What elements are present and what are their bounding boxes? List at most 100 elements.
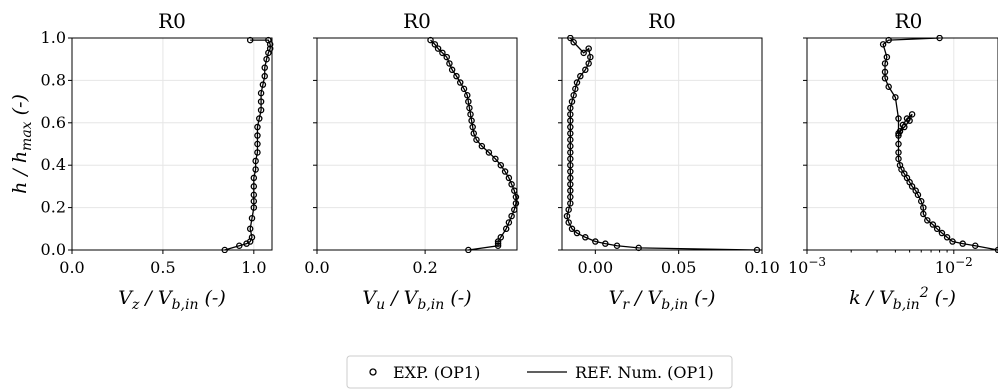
panel-title: R0	[648, 9, 676, 33]
data-point-exp	[434, 45, 442, 52]
data-point-exp	[908, 111, 916, 118]
data-point-exp	[895, 140, 902, 148]
data-point-exp	[565, 206, 572, 213]
panel-title: R0	[895, 9, 923, 33]
data-point-exp	[259, 81, 267, 88]
data-point-exp	[470, 130, 478, 137]
data-point-exp	[879, 41, 887, 48]
data-point-exp	[920, 210, 927, 218]
data-point-exp	[567, 181, 574, 188]
data-point-exp	[250, 191, 258, 199]
data-point-exp	[567, 174, 574, 182]
x-tick-label: 0.2	[412, 258, 437, 277]
data-point-exp	[572, 85, 579, 93]
data-point-exp	[505, 219, 513, 226]
data-point-exp	[257, 98, 265, 105]
data-point-exp	[456, 79, 464, 86]
series-line-ref-num	[430, 39, 517, 251]
data-point-exp	[478, 142, 486, 150]
data-point-exp	[446, 60, 453, 67]
data-point-exp	[567, 200, 574, 207]
plot-frame	[806, 37, 998, 251]
data-point-exp	[502, 225, 510, 233]
data-point-exp	[261, 72, 268, 80]
data-point-exp	[570, 38, 577, 46]
data-point-exp	[266, 45, 274, 52]
data-point-exp	[573, 229, 581, 237]
data-point-exp	[250, 197, 258, 205]
data-point-exp	[252, 157, 259, 165]
x-tick-label: 10−2	[935, 255, 973, 277]
y-tick-label: 0.0	[41, 240, 66, 259]
data-point-exp	[585, 60, 592, 67]
data-point-exp	[494, 242, 502, 250]
panel-title: R0	[403, 9, 431, 33]
x-tick-label: 0.10	[744, 258, 780, 277]
data-point-exp	[468, 117, 475, 124]
data-point-exp	[508, 181, 515, 188]
data-point-exp	[567, 111, 574, 118]
chart-panel-2: 0.0 0.2 R0 Vu / Vb,in (-)	[304, 9, 520, 313]
x-tick-label: 10−3	[788, 255, 826, 277]
data-point-exp	[248, 214, 256, 222]
data-point-exp	[613, 242, 621, 250]
panel-title: R0	[158, 9, 186, 33]
data-point-exp	[573, 79, 581, 86]
data-point-exp	[246, 225, 254, 233]
data-point-exp	[567, 187, 574, 194]
series-line-ref-num	[224, 39, 271, 251]
data-point-exp	[497, 161, 505, 169]
plot-frame	[561, 37, 763, 251]
y-axis-label: h / hmax (-)	[9, 94, 35, 194]
data-point-exp	[895, 130, 902, 137]
x-tick-label: 0.0	[304, 258, 329, 277]
data-point-exp	[892, 94, 899, 101]
data-point-exp	[582, 234, 589, 241]
data-point-exp	[473, 136, 480, 144]
data-point-exp	[896, 161, 904, 169]
data-point-exp	[250, 204, 258, 211]
data-point-exp	[895, 155, 902, 163]
data-point-exp	[585, 45, 592, 52]
data-point-exp	[568, 225, 576, 233]
data-point-exp	[439, 49, 446, 57]
data-point-exp	[901, 170, 908, 177]
data-point-exp	[959, 240, 966, 247]
data-point-exp	[248, 234, 256, 241]
data-point-exp	[469, 123, 476, 131]
data-point-exp	[881, 75, 889, 82]
data-point-exp	[256, 115, 263, 122]
data-point-exp	[485, 149, 493, 156]
data-point-exp	[580, 49, 587, 57]
data-point-exp	[885, 83, 892, 91]
data-point-exp	[587, 53, 594, 61]
data-point-exp	[938, 229, 946, 237]
data-point-exp	[567, 155, 574, 163]
legend-label-exp: EXP. (OP1)	[393, 363, 480, 382]
data-point-exp	[263, 55, 270, 63]
data-point-exp	[567, 130, 574, 137]
data-point-exp	[254, 132, 261, 139]
y-tick-label: 0.8	[41, 70, 66, 89]
y-tick-label: 0.6	[41, 113, 66, 132]
data-point-exp	[592, 238, 599, 245]
data-point-exp	[567, 136, 574, 144]
x-axis-label: k / Vb,in2 (-)	[849, 285, 956, 313]
x-tick-label: 0.05	[661, 258, 697, 277]
data-point-exp	[254, 140, 261, 148]
data-point-exp	[460, 85, 468, 93]
data-point-exp	[512, 193, 520, 201]
legend: EXP. (OP1) REF. Num. (OP1)	[346, 355, 733, 389]
data-point-exp	[567, 193, 574, 201]
data-point-exp	[567, 161, 574, 169]
x-axis-label: Vz / Vb,in (-)	[118, 287, 226, 313]
data-point-exp	[577, 72, 584, 80]
data-point-exp	[881, 60, 889, 67]
data-point-exp	[883, 53, 891, 61]
data-point-exp	[972, 242, 979, 250]
data-point-exp	[250, 183, 258, 190]
data-point-exp	[912, 187, 919, 194]
x-axis-label: Vr / Vb,in (-)	[609, 287, 716, 313]
data-point-exp	[254, 123, 261, 131]
